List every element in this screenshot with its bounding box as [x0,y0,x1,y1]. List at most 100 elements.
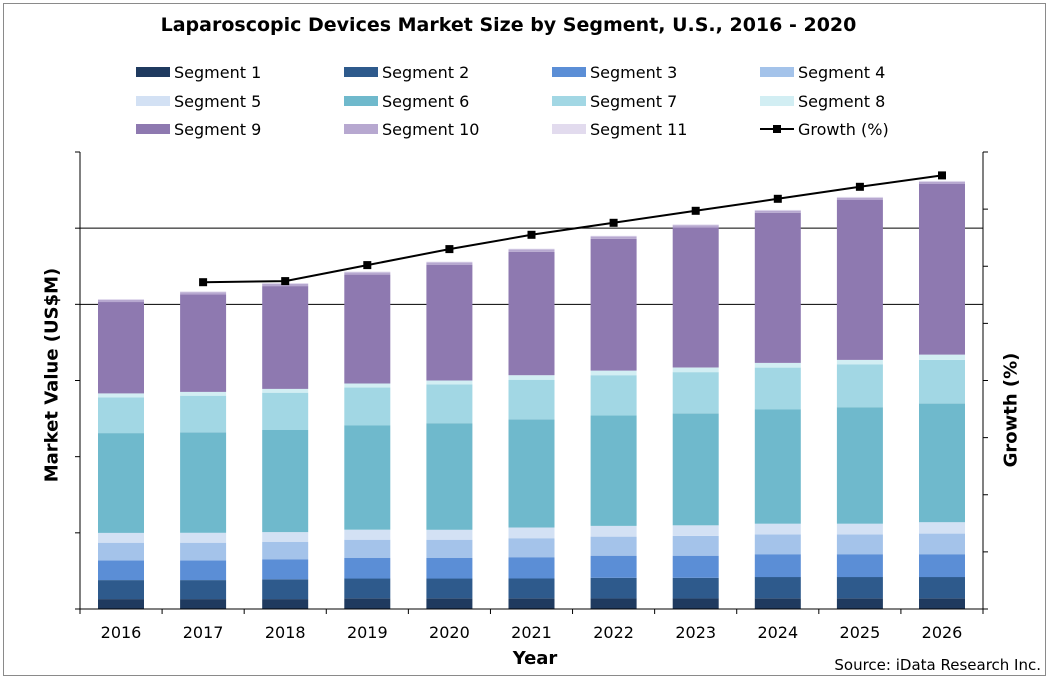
bar-segment-6 [508,419,555,528]
bar-segment-9 [98,302,144,394]
bar-segment-2 [180,580,227,600]
secondary-y-axis-title: Growth (%) [1000,352,1022,468]
x-tick-labels: 2016 2017 2018 2019 2020 2021 2022 2023 2024 2025… [101,623,963,642]
bar-segment-3 [98,560,144,581]
legend-item-segment-6: Segment 6 [344,91,469,111]
bar-segment-5 [836,523,883,535]
x-tick-label: 2018 [265,623,306,642]
bar-segment-9 [508,251,555,376]
legend-label: Segment 10 [382,119,480,139]
bar-segment-2 [508,578,555,599]
bar-stack-2018 [262,283,309,609]
legend-swatch [344,96,378,106]
bar-segment-1 [919,598,965,609]
bar-segment-1 [508,598,555,609]
x-tick-label: 2025 [840,623,881,642]
bar-segment-7 [262,392,309,430]
bar-segment-8 [426,380,473,385]
bar-segment-4 [672,535,719,556]
bar-segment-5 [344,529,391,540]
bar-segment-10 [590,236,637,239]
bar-segment-8 [98,393,144,398]
bar-segment-1 [836,598,883,609]
bar-segment-1 [590,598,637,609]
legend-label: Segment 8 [798,91,886,111]
bar-segment-6 [262,430,309,533]
bar-segment-9 [919,184,965,355]
bar-segment-7 [590,375,637,416]
bar-segment-6 [180,432,227,533]
bar-stack-2016 [98,299,144,609]
legend-label: Segment 11 [590,119,688,139]
legend-label: Segment 1 [174,62,262,82]
bar-segment-10 [672,225,719,228]
bar-segment-5 [180,532,227,543]
bar-segment-7 [426,384,473,424]
growth-marker-2020 [445,245,454,254]
x-tick-label: 2022 [593,623,634,642]
growth-line-path [203,174,943,284]
bar-segment-9 [590,238,637,371]
bar-segment-5 [672,525,719,536]
bar-stack-2021 [508,248,555,609]
legend-swatch [136,67,170,77]
bar-segment-8 [754,363,801,368]
bar-segment-5 [508,527,555,539]
growth-marker-2026 [938,171,946,180]
bar-segment-2 [919,577,965,599]
legend-item-segment-7: Segment 7 [552,91,677,111]
bar-segment-10 [98,299,144,303]
x-tick-label: 2019 [347,623,388,642]
bar-segment-2 [98,580,144,600]
bar-stack-2017 [180,291,227,609]
bar-segment-6 [426,423,473,530]
bar-segment-3 [754,554,801,578]
bar-segment-8 [672,367,719,373]
legend-item-growth: Growth (%) [760,119,889,139]
legend-label: Segment 6 [382,91,470,111]
bar-segment-4 [426,539,473,558]
growth-marker-2021 [527,230,536,239]
legend-item-segment-1: Segment 1 [136,62,261,82]
legend-swatch [552,124,586,134]
legend-swatch [344,124,378,134]
bar-segment-1 [98,599,144,609]
bar-segment-5 [262,532,309,542]
legend-line-marker [760,123,794,135]
bar-segment-1 [262,599,309,609]
bar-segment-10 [919,181,965,184]
legend-swatch [136,124,170,134]
x-tick-label: 2021 [511,623,552,642]
bar-segment-3 [180,560,227,581]
x-tick-label: 2024 [757,623,798,642]
bar-segment-5 [426,529,473,540]
bar-segment-4 [836,534,883,555]
bar-segment-1 [672,598,719,609]
bar-segment-4 [590,536,637,556]
legend-label: Segment 2 [382,62,470,82]
bar-segment-2 [590,577,637,599]
bar-segment-2 [344,578,391,599]
bar-segment-8 [590,370,637,376]
legend-swatch [760,67,794,77]
growth-marker-2023 [691,206,700,215]
bar-segment-4 [919,533,965,555]
bar-segment-1 [344,598,391,609]
growth-marker-2022 [609,218,618,227]
growth-marker-2018 [281,277,290,286]
axes [75,151,988,614]
bar-segment-11 [836,196,883,198]
x-tick-label: 2020 [429,623,470,642]
bar-segment-3 [426,558,473,579]
bar-stack-2020 [426,261,473,609]
legend-swatch [552,96,586,106]
legend-swatch [136,96,170,106]
bar-segment-8 [508,375,555,380]
bar-segment-10 [344,272,391,275]
bar-segment-6 [344,425,391,530]
bar-segment-6 [919,403,965,523]
bar-segment-3 [836,554,883,578]
bar-segment-8 [919,354,965,360]
legend-swatch [760,96,794,106]
legend-item-segment-5: Segment 5 [136,91,261,111]
